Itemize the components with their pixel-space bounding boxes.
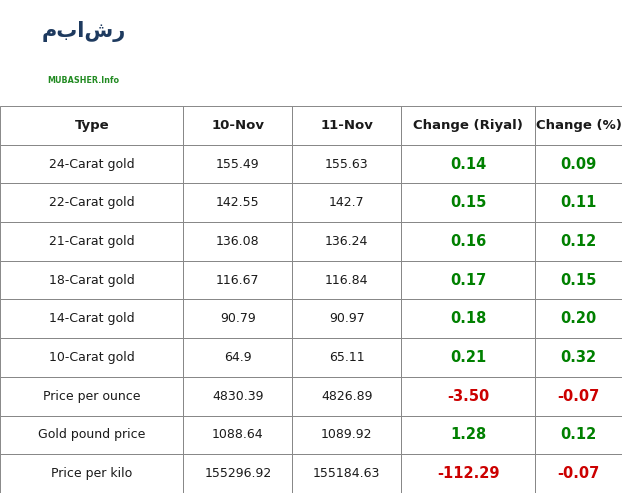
Text: 142.7: 142.7	[329, 196, 364, 209]
Text: 0.12: 0.12	[560, 427, 596, 442]
Text: MUBASHER.Info: MUBASHER.Info	[47, 76, 119, 85]
Text: 10-Carat gold: 10-Carat gold	[49, 351, 134, 364]
Text: 1088.64: 1088.64	[212, 428, 264, 441]
Text: Change (Riyal): Change (Riyal)	[413, 119, 523, 132]
Text: 4826.89: 4826.89	[321, 390, 373, 403]
Text: -0.07: -0.07	[557, 389, 600, 404]
FancyBboxPatch shape	[0, 6, 165, 100]
Text: 22-Carat gold: 22-Carat gold	[49, 196, 134, 209]
Text: -112.29: -112.29	[437, 466, 499, 481]
Text: 0.14: 0.14	[450, 157, 486, 172]
Text: 0.17: 0.17	[450, 273, 486, 287]
Text: 0.09: 0.09	[560, 157, 596, 172]
Text: 0.15: 0.15	[450, 195, 486, 210]
Text: Change (%): Change (%)	[536, 119, 621, 132]
Text: 0.12: 0.12	[560, 234, 596, 249]
Text: 0.20: 0.20	[560, 312, 596, 326]
Text: 136.08: 136.08	[216, 235, 260, 248]
Text: 155.49: 155.49	[216, 158, 260, 171]
Text: 4830.39: 4830.39	[212, 390, 264, 403]
Text: 1089.92: 1089.92	[321, 428, 373, 441]
Text: 64.9: 64.9	[224, 351, 252, 364]
Text: 0.16: 0.16	[450, 234, 486, 249]
Text: 0.15: 0.15	[560, 273, 596, 287]
Text: 0.18: 0.18	[450, 312, 486, 326]
Text: 1.28: 1.28	[450, 427, 486, 442]
Text: Type: Type	[75, 119, 109, 132]
Text: Average gold prices in Saudi Arabia: Average gold prices in Saudi Arabia	[197, 43, 575, 63]
Text: Price per ounce: Price per ounce	[43, 390, 141, 403]
Text: 65.11: 65.11	[329, 351, 364, 364]
Text: 116.84: 116.84	[325, 274, 368, 286]
Text: 155296.92: 155296.92	[204, 467, 272, 480]
Text: 155184.63: 155184.63	[313, 467, 381, 480]
Text: 142.55: 142.55	[216, 196, 260, 209]
Text: Gold pound price: Gold pound price	[38, 428, 146, 441]
Text: 0.32: 0.32	[560, 350, 596, 365]
Text: مباشر: مباشر	[41, 21, 126, 42]
Text: 21-Carat gold: 21-Carat gold	[49, 235, 134, 248]
Text: 116.67: 116.67	[216, 274, 259, 286]
Text: 14-Carat gold: 14-Carat gold	[49, 313, 134, 325]
Text: 0.11: 0.11	[560, 195, 596, 210]
Text: 0.21: 0.21	[450, 350, 486, 365]
Text: 18-Carat gold: 18-Carat gold	[49, 274, 134, 286]
Text: 24-Carat gold: 24-Carat gold	[49, 158, 134, 171]
Text: -0.07: -0.07	[557, 466, 600, 481]
Text: 136.24: 136.24	[325, 235, 368, 248]
Text: Price per kilo: Price per kilo	[51, 467, 132, 480]
Text: -3.50: -3.50	[447, 389, 489, 404]
Text: 11-Nov: 11-Nov	[320, 119, 373, 132]
Text: 90.79: 90.79	[220, 313, 256, 325]
Text: 155.63: 155.63	[325, 158, 369, 171]
Text: 10-Nov: 10-Nov	[211, 119, 264, 132]
Text: 90.97: 90.97	[329, 313, 364, 325]
